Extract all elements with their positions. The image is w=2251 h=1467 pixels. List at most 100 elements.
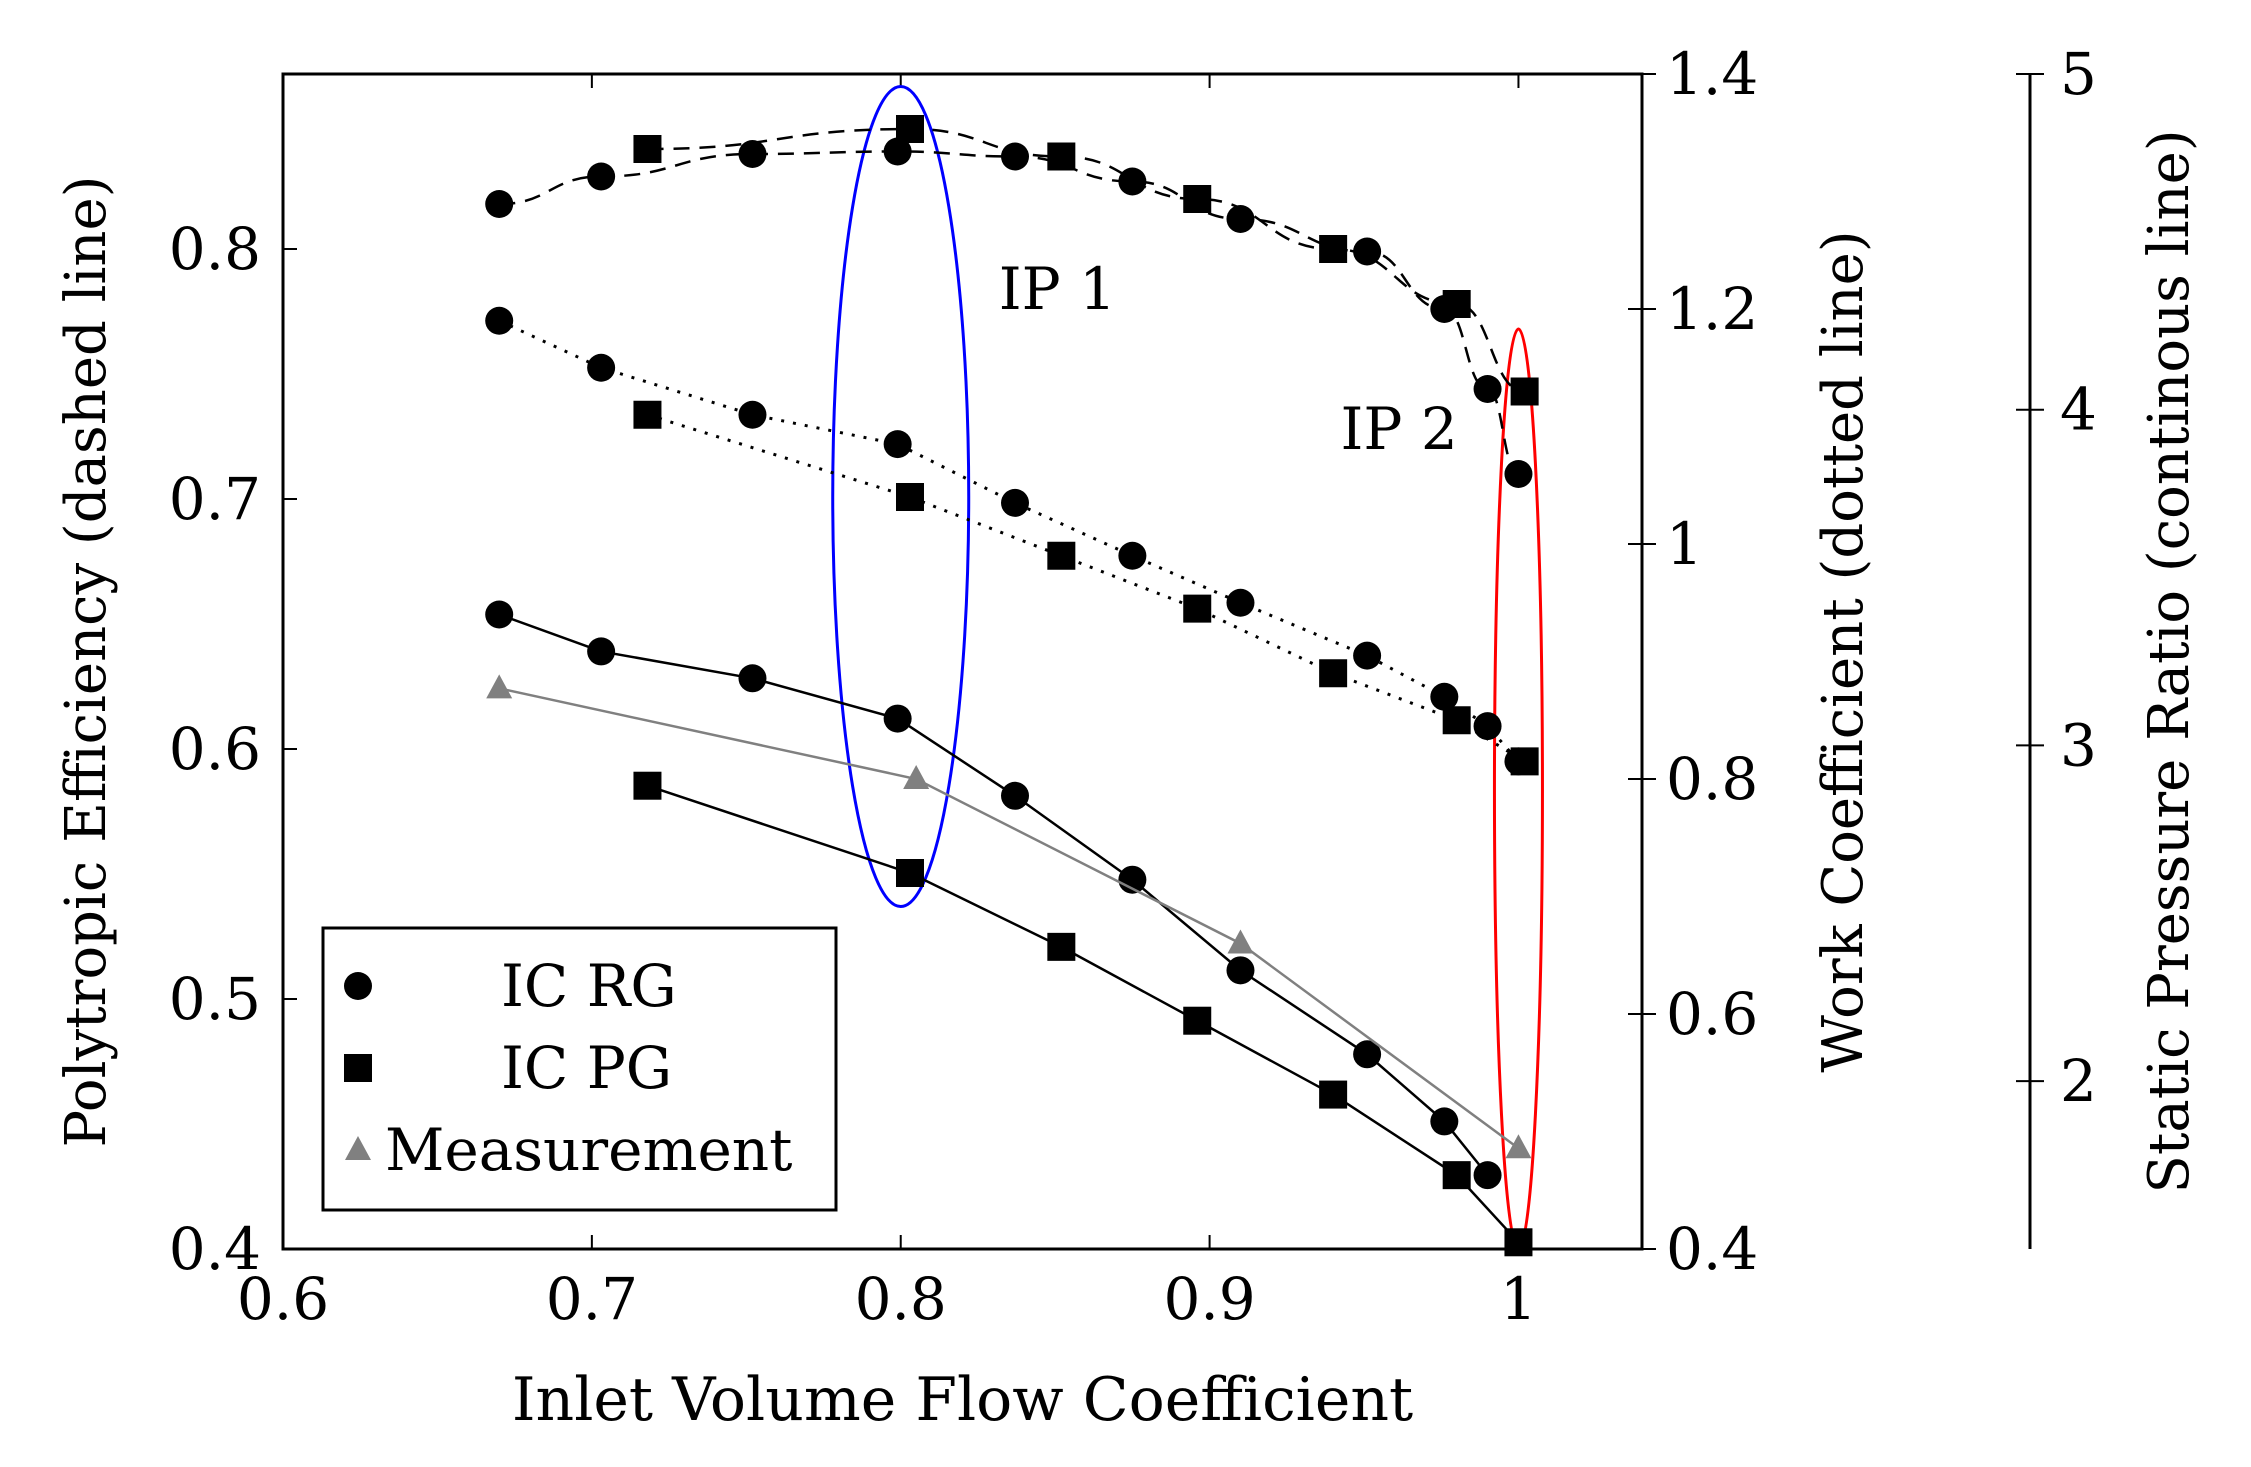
data-point-circle xyxy=(1473,1161,1502,1190)
x-tick-label: 0.7 xyxy=(546,1265,638,1333)
legend: IC RG IC PG Measurement xyxy=(321,926,838,1212)
data-point-square xyxy=(633,400,662,429)
data-point-square xyxy=(1442,1161,1471,1190)
legend-marker-square xyxy=(344,1054,372,1082)
pressure-ratio-tick-label: 5 xyxy=(2060,40,2097,108)
series-line xyxy=(498,319,1520,763)
data-point-square xyxy=(1442,706,1471,735)
data-point-triangle xyxy=(903,765,930,789)
data-point-circle xyxy=(738,140,767,168)
data-point-triangle xyxy=(1505,1134,1532,1159)
legend-box xyxy=(321,926,838,1212)
annotation-label-1: IP 1 xyxy=(999,255,1116,323)
data-point-square xyxy=(1319,659,1348,688)
data-point-square xyxy=(1047,142,1076,171)
data-point-circle xyxy=(1226,205,1255,233)
work-tick-label: 0.8 xyxy=(1666,745,1758,813)
data-point-square xyxy=(1047,541,1076,570)
annotation-ellipses xyxy=(831,85,1544,1251)
data-point-circle xyxy=(738,400,767,429)
data-point-circle xyxy=(485,600,514,629)
data-point-circle xyxy=(883,137,912,166)
x-axis-title: Inlet Volume Flow Coefficient xyxy=(512,1365,1413,1435)
series-line xyxy=(498,613,1489,1176)
data-point-circle xyxy=(485,190,514,218)
plot-frame xyxy=(281,72,1644,1251)
work-tick-label: 1 xyxy=(1666,510,1703,578)
data-point-square xyxy=(1183,185,1212,213)
data-point-circle xyxy=(485,306,514,335)
efficiency-tick-label: 0.7 xyxy=(169,465,261,533)
data-point-square xyxy=(895,115,924,143)
legend-marker-circle xyxy=(344,972,372,1000)
data-point-circle xyxy=(1118,167,1147,196)
data-point-circle xyxy=(1430,1107,1459,1136)
data-point-circle xyxy=(1353,1040,1382,1069)
data-point-circle xyxy=(1001,781,1030,810)
pressure-ratio-axis-title: Static Pressure Ratio (continous line) xyxy=(2137,129,2202,1193)
data-point-circle xyxy=(1353,641,1382,670)
data-point-square xyxy=(1504,1228,1533,1257)
series-layer xyxy=(485,115,1539,1257)
data-point-square xyxy=(1183,594,1212,623)
data-point-circle xyxy=(1001,488,1030,517)
data-point-circle xyxy=(587,162,616,191)
series-ic-rg-solid xyxy=(485,600,1502,1190)
data-point-triangle xyxy=(1227,929,1254,954)
data-point-circle xyxy=(1473,375,1502,403)
data-point-circle xyxy=(1353,237,1382,266)
data-point-square xyxy=(633,771,662,800)
pressure-ratio-tick-label: 2 xyxy=(2060,1047,2097,1115)
legend-label: IC PG xyxy=(501,1034,672,1102)
series-ic-pg-solid xyxy=(633,771,1533,1257)
data-point-circle xyxy=(1001,142,1030,171)
data-point-circle xyxy=(587,637,616,666)
legend-label: Measurement xyxy=(385,1116,792,1184)
annotation-ellipse-1 xyxy=(831,85,971,908)
series-ic-pg-dashed xyxy=(633,115,1539,406)
data-point-square xyxy=(1510,377,1539,406)
legend-label: IC RG xyxy=(501,952,677,1020)
data-point-circle xyxy=(1473,712,1502,741)
efficiency-tick-label: 0.6 xyxy=(169,715,261,783)
data-point-circle xyxy=(1226,588,1255,617)
data-point-square xyxy=(895,483,924,511)
efficiency-axis-title: Polytropic Efficiency (dashed line) xyxy=(54,176,119,1148)
data-point-square xyxy=(1319,235,1348,263)
data-point-circle xyxy=(1504,460,1533,488)
data-point-circle xyxy=(883,704,912,733)
annotation-label-2: IP 2 xyxy=(1340,395,1457,463)
series-line xyxy=(498,687,1520,1150)
pressure-ratio-tick-label: 4 xyxy=(2060,376,2097,444)
work-tick-label: 1.2 xyxy=(1666,275,1758,343)
data-point-square xyxy=(1319,1080,1348,1109)
series-measurement-solid xyxy=(486,674,1532,1159)
work-tick-label: 0.6 xyxy=(1666,980,1758,1048)
work-tick-label: 0.4 xyxy=(1666,1215,1758,1283)
label-layer: 0.6 0.7 0.8 0.9 10.40.50.60.70.80.40.60.811.… xyxy=(54,40,2202,1435)
data-point-square xyxy=(1442,290,1471,318)
data-point-circle xyxy=(1118,541,1147,570)
efficiency-tick-label: 0.4 xyxy=(169,1215,261,1283)
pressure-ratio-tick-label: 3 xyxy=(2060,711,2097,779)
data-point-circle xyxy=(883,430,912,459)
data-point-square xyxy=(1183,1006,1212,1035)
legend-marker-triangle xyxy=(345,1136,371,1160)
data-point-square xyxy=(633,135,662,163)
work-axis-title: Work Coefficient (dotted line) xyxy=(1811,230,1876,1072)
series-ic-pg-dotted xyxy=(633,400,1539,776)
efficiency-tick-label: 0.8 xyxy=(169,215,261,283)
data-point-square xyxy=(1510,747,1539,776)
efficiency-tick-label: 0.5 xyxy=(169,965,261,1033)
data-point-circle xyxy=(587,353,616,382)
x-tick-label: 0.9 xyxy=(1163,1265,1255,1333)
work-tick-label: 1.4 xyxy=(1666,40,1758,108)
data-point-circle xyxy=(1118,865,1147,894)
data-point-circle xyxy=(738,664,767,693)
data-point-square xyxy=(895,859,924,887)
x-tick-label: 0.6 xyxy=(237,1265,329,1333)
x-tick-label: 1 xyxy=(1500,1265,1537,1333)
series-line xyxy=(647,413,1526,763)
